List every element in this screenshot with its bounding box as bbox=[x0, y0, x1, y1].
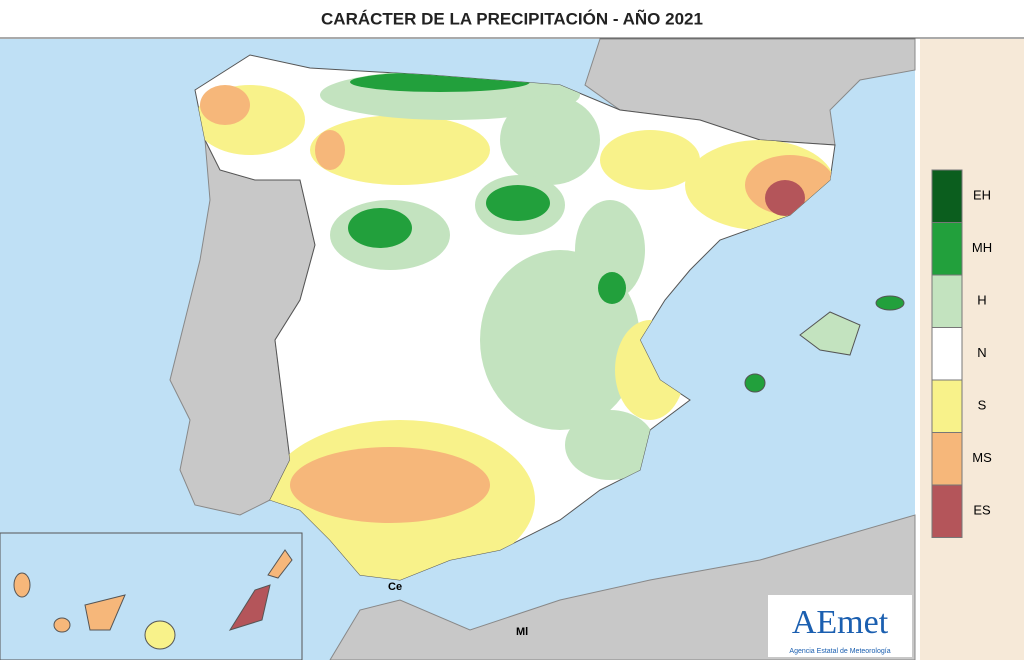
legend-label: H bbox=[977, 293, 986, 308]
island bbox=[228, 584, 271, 631]
area-mh bbox=[598, 272, 626, 304]
area-mh bbox=[486, 185, 550, 221]
logo-subtitle: Agencia Estatal de Meteorología bbox=[789, 648, 890, 655]
mallorca bbox=[799, 311, 861, 356]
precipitation-areas bbox=[195, 70, 835, 580]
area-h bbox=[575, 200, 645, 300]
legend-label: N bbox=[977, 345, 986, 360]
area-ms bbox=[315, 130, 345, 170]
area-es bbox=[765, 180, 805, 216]
legend-label: MH bbox=[972, 240, 992, 255]
area-ms bbox=[200, 85, 250, 125]
island bbox=[144, 620, 176, 650]
island bbox=[53, 617, 71, 633]
title-bar bbox=[0, 0, 1024, 38]
legend-swatch bbox=[931, 484, 963, 538]
legend-swatch bbox=[931, 222, 963, 276]
legend-swatch bbox=[931, 327, 963, 381]
legend-swatch bbox=[931, 169, 963, 223]
island bbox=[267, 549, 293, 579]
island bbox=[13, 572, 31, 598]
menorca bbox=[875, 295, 905, 311]
area-s bbox=[600, 130, 700, 190]
place-label: Ce bbox=[388, 581, 402, 593]
area-h bbox=[565, 410, 655, 480]
legend-swatch bbox=[931, 274, 963, 328]
area-mh bbox=[348, 208, 412, 248]
island bbox=[84, 594, 126, 631]
area-ms bbox=[290, 447, 490, 523]
legend-swatch bbox=[931, 432, 963, 486]
legend-label: MS bbox=[972, 450, 992, 465]
legend-label: EH bbox=[973, 188, 991, 203]
legend: EH MH H N S MS ES bbox=[931, 169, 992, 538]
legend-label: ES bbox=[973, 503, 991, 518]
area-h bbox=[500, 95, 600, 185]
logo-name: AEmet bbox=[792, 604, 889, 641]
title: CARÁCTER DE LA PRECIPITACIÓN - AÑO 2021 bbox=[321, 8, 703, 28]
ibiza bbox=[744, 373, 766, 393]
legend-label: S bbox=[978, 398, 987, 413]
logo-box bbox=[768, 595, 912, 657]
legend-swatch bbox=[931, 379, 963, 433]
place-label: Ml bbox=[516, 626, 528, 638]
area-s bbox=[310, 115, 490, 185]
